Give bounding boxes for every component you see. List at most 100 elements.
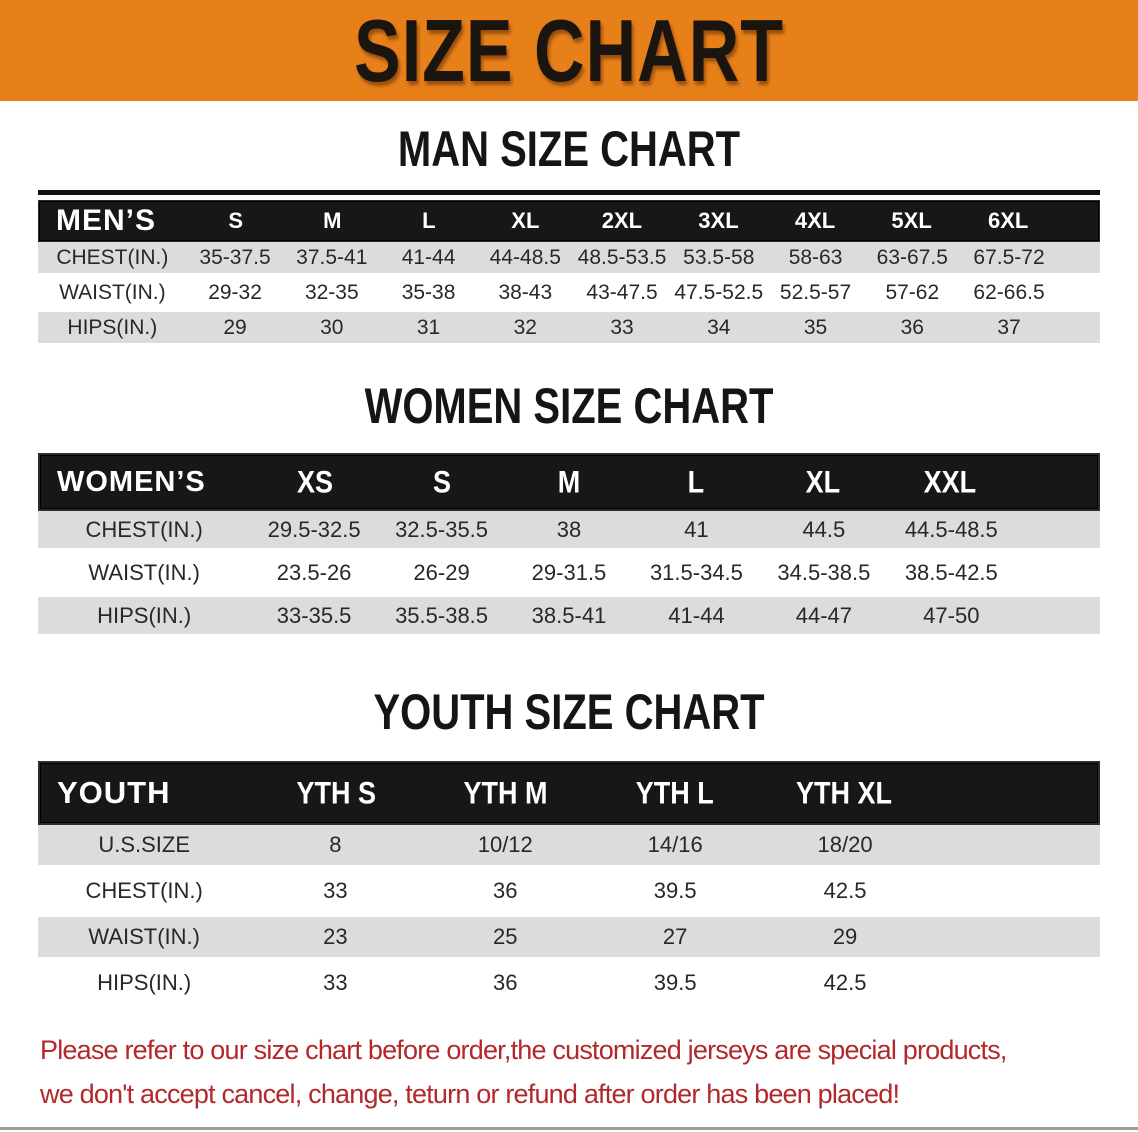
table-cell: 29.5-32.5 [267, 516, 361, 542]
table-header-row: YOUTH YTH S YTH M YTH L YTH XL [38, 761, 1100, 825]
table-row: HIPS(IN.) 33-35.5 35.5-38.5 38.5-41 41-44 44-… [38, 597, 1100, 634]
table-cell: 42.5 [823, 878, 867, 903]
table-cell: 36 [900, 315, 924, 339]
table-cell: 58-63 [788, 245, 843, 269]
table-cell: 35-37.5 [199, 245, 271, 269]
column-header: S [433, 463, 452, 500]
disclaimer-line-1: Please refer to our size chart before or… [40, 1035, 1007, 1065]
table-cell: 38.5-41 [531, 602, 607, 628]
row-label: U.S.SIZE [98, 832, 191, 857]
row-label: HIPS(IN.) [97, 970, 192, 995]
table-row: HIPS(IN.) 29 30 31 32 33 34 35 36 37 [38, 312, 1100, 343]
table-cell: 31.5-34.5 [649, 559, 743, 585]
disclaimer-line-2: we don't accept cancel, change, teturn o… [40, 1079, 900, 1109]
table-row: CHEST(IN.) 33 36 39.5 42.5 [38, 871, 1100, 911]
column-header: S [228, 208, 244, 233]
youth-section-heading-text: YOUTH SIZE CHART [373, 685, 765, 741]
table-cell: 35.5-38.5 [395, 602, 489, 628]
table-cell: 47-50 [923, 602, 980, 628]
size-chart-banner: SIZE CHART [0, 0, 1138, 101]
table-cell: 27 [662, 924, 688, 949]
women-size-table: WOMEN’S XS S M L XL XXL CHEST(IN.) 29.5-32.5 32.5… [38, 453, 1100, 634]
table-cell: 48.5-53.5 [577, 245, 667, 269]
youth-section-heading: YOUTH SIZE CHART [0, 685, 1138, 740]
column-header: M [557, 463, 581, 500]
table-corner-label: YOUTH [57, 775, 171, 810]
table-cell: 14/16 [647, 832, 703, 857]
table-cell: 36 [493, 970, 518, 995]
row-label: WAIST(IN.) [88, 559, 200, 585]
table-cell: 41-44 [401, 245, 456, 269]
banner-title: SIZE CHART [354, 1, 784, 100]
column-header: XXL [923, 463, 977, 500]
table-cell: 43-47.5 [586, 280, 658, 304]
column-header: YTH S [296, 774, 376, 811]
table-cell: 32 [513, 315, 537, 339]
table-cell: 39.5 [653, 878, 697, 903]
table-cell: 34 [707, 315, 731, 339]
table-cell: 32.5-35.5 [395, 516, 489, 542]
table-cell: 57-62 [885, 280, 940, 304]
youth-size-section: YOUTH SIZE CHART YOUTH YTH S YTH M YTH L YTH… [0, 685, 1138, 1003]
column-header: XS [297, 463, 334, 500]
table-cell: 41 [684, 516, 709, 542]
column-header: YTH XL [796, 774, 893, 811]
table-cell: 42.5 [823, 970, 867, 995]
table-cell: 33 [323, 970, 348, 995]
table-row: WAIST(IN.) 23 25 27 29 [38, 917, 1100, 957]
table-cell: 44.5 [802, 516, 846, 542]
table-cell: 33 [323, 878, 348, 903]
table-corner-label: WOMEN’S [57, 465, 206, 498]
table-cell: 62-66.5 [973, 280, 1045, 304]
table-cell: 35-38 [401, 280, 456, 304]
column-header: 5XL [891, 208, 932, 233]
man-size-section: MAN SIZE CHART MEN’S S M L XL 2XL 3XL 4XL 5XL 6XL… [0, 122, 1138, 343]
table-cell: 34.5-38.5 [777, 559, 871, 585]
column-header: XL [511, 208, 540, 233]
table-row: U.S.SIZE 8 10/12 14/16 18/20 [38, 825, 1100, 865]
column-header: 4XL [794, 208, 836, 233]
column-header: YTH L [635, 774, 714, 811]
women-section-heading-text: WOMEN SIZE CHART [364, 379, 774, 435]
row-label: WAIST(IN.) [88, 924, 200, 949]
table-cell: 35 [803, 315, 828, 339]
men-size-table: MEN’S S M L XL 2XL 3XL 4XL 5XL 6XL CHEST(IN.) 35-37… [38, 190, 1100, 343]
women-size-section: WOMEN SIZE CHART WOMEN’S XS S M L XL XXL CHEST(… [0, 379, 1138, 634]
table-cell: 31 [416, 315, 441, 339]
bottom-divider [0, 1127, 1138, 1130]
table-header-row: MEN’S S M L XL 2XL 3XL 4XL 5XL 6XL [38, 200, 1100, 242]
row-label: CHEST(IN.) [85, 516, 203, 542]
table-header-row: WOMEN’S XS S M L XL XXL [38, 453, 1100, 511]
table-cell: 29-32 [208, 280, 262, 304]
table-cell: 29 [832, 924, 858, 949]
table-row: WAIST(IN.) 23.5-26 26-29 29-31.5 31.5-34.5 34… [38, 554, 1100, 591]
table-cell: 29-31.5 [531, 559, 607, 585]
table-row: CHEST(IN.) 35-37.5 37.5-41 41-44 44-48.5 48.5… [38, 242, 1100, 273]
man-section-heading-text: MAN SIZE CHART [397, 122, 741, 178]
table-cell: 10/12 [477, 832, 533, 857]
table-cell: 37 [997, 315, 1021, 339]
table-cell: 52.5-57 [779, 280, 852, 304]
row-label: HIPS(IN.) [67, 315, 158, 339]
table-cell: 23 [323, 924, 348, 949]
column-header: 6XL [987, 208, 1029, 233]
table-cell: 33 [610, 315, 634, 339]
row-label: CHEST(IN.) [85, 878, 203, 903]
row-label: WAIST(IN.) [59, 280, 166, 304]
table-corner-label: MEN’S [56, 204, 157, 237]
column-header: L [687, 463, 705, 500]
table-row: HIPS(IN.) 33 36 39.5 42.5 [38, 963, 1100, 1003]
table-cell: 38-43 [498, 280, 553, 304]
table-cell: 38.5-42.5 [904, 559, 998, 585]
man-section-heading: MAN SIZE CHART [0, 122, 1138, 177]
table-cell: 29 [223, 315, 247, 339]
table-cell: 23.5-26 [276, 559, 352, 585]
table-cell: 33-35.5 [276, 602, 352, 628]
column-header: 2XL [601, 208, 643, 233]
table-cell: 26-29 [413, 559, 470, 585]
column-header: 3XL [698, 208, 739, 233]
table-top-rule [38, 190, 1100, 195]
table-row: CHEST(IN.) 29.5-32.5 32.5-35.5 38 41 44.5 44.5… [38, 511, 1100, 548]
women-section-heading: WOMEN SIZE CHART [0, 379, 1138, 434]
table-cell: 53.5-58 [683, 245, 755, 269]
